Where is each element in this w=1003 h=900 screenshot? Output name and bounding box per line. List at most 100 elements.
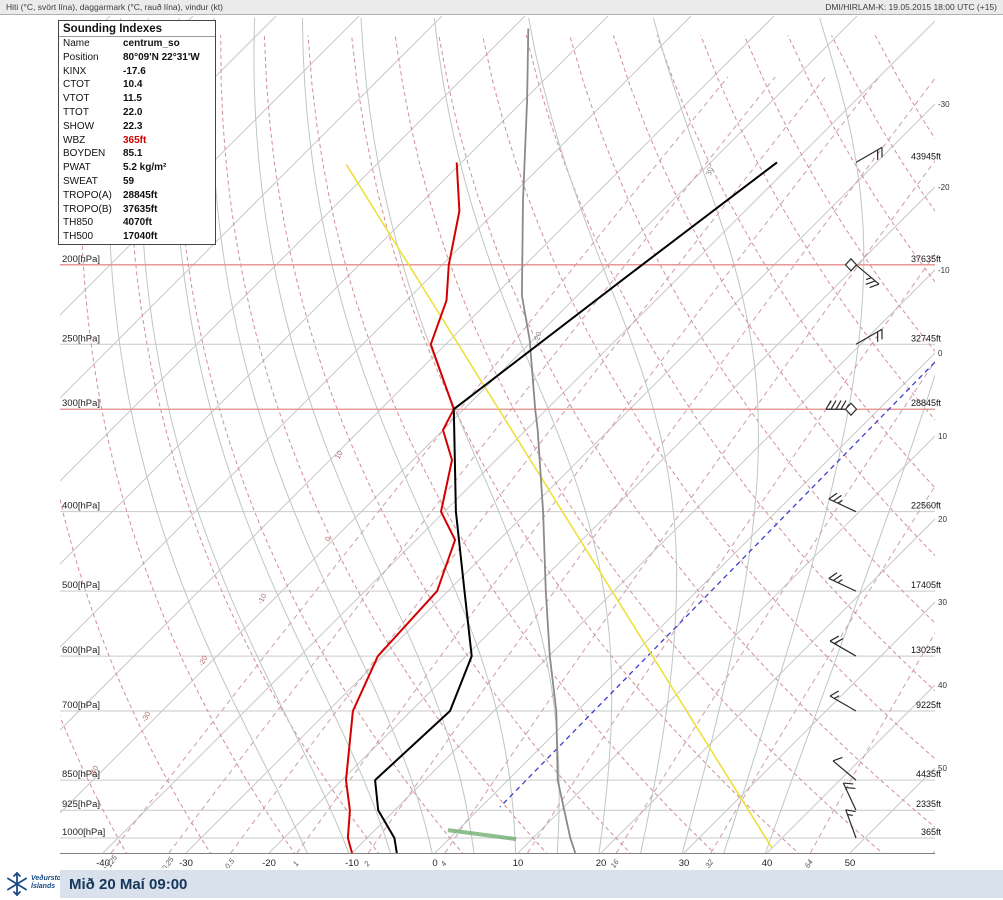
dry-adiabat-80 <box>525 35 935 692</box>
curve-label: 0 <box>323 535 333 543</box>
green-segment <box>447 828 517 842</box>
footer-bar: Veðurstofa Íslands Mið 20 Maí 09:00 <box>0 868 1003 900</box>
isotherm--40 <box>102 20 935 853</box>
isotherm-edge-label-40: 40 <box>938 681 947 690</box>
isotherm-edge-label-0: 0 <box>938 349 943 358</box>
pressure-label-300: 300[hPa] <box>62 398 100 409</box>
logo-text-line1: Veðurstofa <box>31 875 68 882</box>
moist-adiabat--5 <box>173 17 391 853</box>
isotherm-30 <box>683 601 935 853</box>
altitude-label-925: 2335ft <box>916 799 942 809</box>
temp-tick-40: 40 <box>762 858 773 869</box>
moist-adiabat-0 <box>211 17 433 853</box>
index-row-kinx: KINX -17.6 <box>63 65 146 77</box>
mixing-ratio-line-1 <box>296 76 880 853</box>
wind-barb-150 <box>855 146 883 163</box>
index-row-tropo-a-: TROPO(A) 28845ft <box>63 189 158 201</box>
isotherm--70 <box>60 16 692 648</box>
index-row-ttot: TTOT 22.0 <box>63 106 143 118</box>
dry-adiabat-50 <box>394 35 884 853</box>
moist-adiabat-25 <box>528 17 678 853</box>
pressure-label-850: 850[hPa] <box>62 769 100 780</box>
mixing-ratio-line-4 <box>444 159 935 853</box>
isotherm--60 <box>60 16 775 731</box>
wind-barb-600 <box>829 635 857 657</box>
isotherm-edge-label--30: -30 <box>938 100 950 109</box>
isotherm-edge-label-20: 20 <box>938 515 947 524</box>
mixing-ratio-line-0.125 <box>110 76 729 853</box>
isotherm--20 <box>268 186 935 853</box>
isotherm-edge-label--20: -20 <box>938 183 950 192</box>
temp-tick-30: 30 <box>679 858 690 869</box>
index-row-sweat: SWEAT 59 <box>63 175 135 187</box>
mixing-ratio-label-1: 1 <box>291 859 301 868</box>
isotherm-edge-label-10: 10 <box>938 432 947 441</box>
temperature-line <box>374 161 778 853</box>
index-row-pwat: PWAT 5.2 kg/m² <box>63 162 167 174</box>
wind-barb-200 <box>855 264 880 289</box>
temp-tick-50: 50 <box>845 858 856 869</box>
index-row-boyden: BOYDEN 85.1 <box>63 148 143 160</box>
moist-adiabat-20 <box>433 17 613 853</box>
isotherm--10 <box>351 269 935 853</box>
altitude-label-200: 37635ft <box>911 254 942 264</box>
wind-barb-925 <box>842 782 857 811</box>
isotherm--110 <box>60 16 360 316</box>
moist-adiabat-5 <box>253 17 475 853</box>
isotherm-10 <box>517 435 935 853</box>
pressure-label-500: 500[hPa] <box>62 580 100 591</box>
isotherm-edge-label-50: 50 <box>938 764 947 773</box>
moist-adiabat-30 <box>652 17 759 853</box>
altitude-label-300: 28845ft <box>911 398 942 408</box>
index-row-tropo-b-: TROPO(B) 37635ft <box>63 203 158 215</box>
sounding-indexes-panel: Sounding Indexes Name centrum_so Position 8… <box>58 20 216 245</box>
legend-text: Hiti (°C, svört lína), daggarmark (°C, r… <box>6 2 223 12</box>
logo-text-line2: Íslands <box>31 883 56 890</box>
mixing-ratio-line-8 <box>527 253 935 853</box>
curve-label: -20 <box>532 331 543 344</box>
vedurstofa-logo-icon <box>7 872 27 896</box>
isotherm-edge-label--10: -10 <box>938 266 950 275</box>
grid-layer <box>60 16 935 853</box>
moist-adiabat-35 <box>723 17 865 853</box>
pressure-label-200: 200[hPa] <box>62 254 100 265</box>
index-row-th500: TH500 17040ft <box>63 231 158 243</box>
dry-adiabat--40 <box>60 715 127 853</box>
index-row-name: Name centrum_so <box>63 38 180 49</box>
tropopause-marker-200 <box>844 257 858 272</box>
dry-adiabat-60 <box>438 35 935 828</box>
wind-barb-400 <box>828 492 857 513</box>
index-row-th850: TH850 4070ft <box>63 217 152 229</box>
axis-labels: 200[hPa] 250[hPa] 300[hPa] 400[hPa] 500[hPa]… <box>62 100 950 874</box>
reference-line <box>520 28 577 853</box>
temp-tick--10: -10 <box>345 858 359 869</box>
wind-barbs <box>825 146 883 839</box>
isotherm-20 <box>600 518 935 853</box>
index-row-vtot: VTOT 11.5 <box>63 93 142 105</box>
chart-legend-bar: Hiti (°C, svört lína), daggarmark (°C, r… <box>0 0 1003 15</box>
model-run-text: DMI/HIRLAM-K: 19.05.2015 18:00 UTC (+15) <box>825 2 997 12</box>
isotherm--80 <box>60 16 609 565</box>
curve-label: -40 <box>87 764 100 778</box>
altitude-label-500: 17405ft <box>911 580 942 590</box>
dry-adiabat-90 <box>569 35 935 624</box>
isotherm--50 <box>60 16 858 814</box>
pressure-label-925: 925[hPa] <box>62 799 100 810</box>
mixing-ratio-line-0.25 <box>168 76 776 853</box>
wind-barb-1000 <box>845 809 857 839</box>
dry-adiabat--30 <box>60 496 211 853</box>
mixing-ratio-line-16 <box>615 360 935 853</box>
dry-adiabat-30 <box>307 35 716 853</box>
dry-adiabat-120 <box>700 35 935 421</box>
pressure-label-1000: 1000[hPa] <box>62 827 105 838</box>
dry-adiabat-110 <box>656 35 935 489</box>
altitude-label-1000: 365ft <box>921 827 942 837</box>
index-row-show: SHOW 22.3 <box>63 120 143 132</box>
temp-tick-0: 0 <box>432 858 437 869</box>
altitude-label-400: 22560ft <box>911 501 942 511</box>
temp-tick-20: 20 <box>596 858 607 869</box>
mixing-ratio-line-64 <box>809 632 935 853</box>
altitude-label-850: 4435ft <box>916 769 942 779</box>
curve-label: -10 <box>255 592 268 606</box>
